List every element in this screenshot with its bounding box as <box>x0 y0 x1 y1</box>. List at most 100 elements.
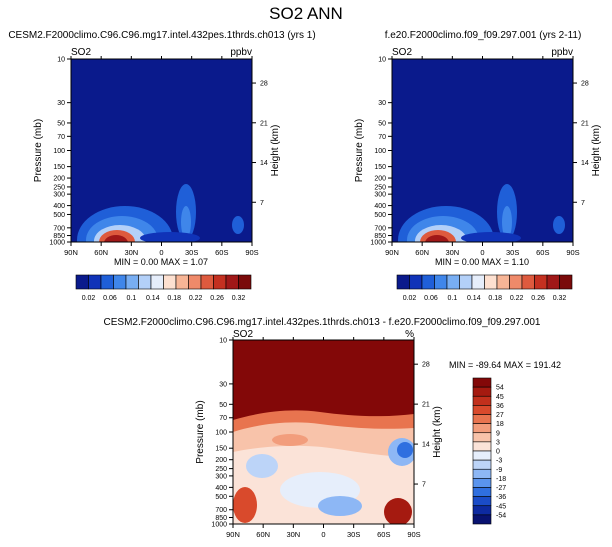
y-tick-label: 50 <box>57 120 65 127</box>
colorbar-swatch <box>472 468 492 479</box>
colorbar-swatch <box>471 274 485 290</box>
y-tick-label: 700 <box>215 507 227 514</box>
y-tick-label: 200 <box>215 457 227 464</box>
x-tick-label: 30N <box>445 248 459 257</box>
y-tick-label: 30 <box>57 100 65 107</box>
colorbar-swatch <box>472 514 492 525</box>
y2-axis-label: Height (km) <box>270 125 281 177</box>
y2-tick-label: 21 <box>422 402 430 409</box>
panel-test-axes: 90N 60N 30N 0 30S 60S 90S 10 30 50 70 100 150 2002503… <box>33 56 281 257</box>
y-tick-label: 850 <box>374 233 386 240</box>
y-tick-label: 1000 <box>370 240 386 247</box>
y-tick-label: 10 <box>378 57 386 64</box>
colorbar-label: 0.06 <box>424 295 438 302</box>
colorbar-swatch <box>396 274 410 290</box>
y-tick-label: 1000 <box>49 240 65 247</box>
y-tick-label: 10 <box>219 338 227 345</box>
colorbar-label: 0.26 <box>531 295 545 302</box>
y-axis-label: Pressure (mb) <box>195 400 206 463</box>
y2-tick-label: 14 <box>422 442 430 449</box>
colorbar-label: 0.06 <box>103 295 117 302</box>
colorbar-label: 0.1 <box>126 295 136 302</box>
colorbar-swatch <box>472 487 492 497</box>
panel-test-plume-s <box>232 216 244 234</box>
y-axis-label: Pressure (mb) <box>33 119 44 182</box>
colorbar-label: 3 <box>496 439 500 446</box>
colorbar-swatch <box>213 274 227 290</box>
y2-tick-label: 14 <box>581 160 589 167</box>
panel-control-contour-l5 <box>425 235 449 242</box>
colorbar-label: 45 <box>496 394 504 401</box>
panel-control-var-label: SO2 <box>392 47 412 58</box>
y2-axis-label: Height (km) <box>591 125 602 177</box>
x-tick-label: 0 <box>321 530 325 539</box>
colorbar-swatch <box>188 274 202 290</box>
colorbar-swatch <box>421 274 435 290</box>
x-tick-label: 30N <box>124 248 138 257</box>
colorbar-swatch <box>472 395 492 406</box>
colorbar-label: 54 <box>496 385 504 392</box>
panel-difference-colorbar: 54 45 36 27 18 9 3 0 -3 -9 -18 -27 -36 -45 -54 <box>472 377 506 525</box>
colorbar-swatch <box>472 450 492 461</box>
colorbar-label: 0 <box>496 449 500 456</box>
y-tick-label: 50 <box>378 120 386 127</box>
colorbar-swatch <box>200 274 214 290</box>
panel-control-plume-core <box>502 206 512 238</box>
colorbar-label: 0.26 <box>210 295 224 302</box>
colorbar-swatch <box>484 274 498 290</box>
x-tick-label: 60N <box>415 248 429 257</box>
panel-difference-red-cell-3 <box>272 434 308 446</box>
y-tick-label: 300 <box>53 192 65 199</box>
colorbar-swatch <box>496 274 510 290</box>
colorbar-swatch <box>509 274 523 290</box>
panel-difference-blue-cell-2 <box>397 442 413 458</box>
y-tick-label: 150 <box>53 164 65 171</box>
colorbar-label: 0.02 <box>82 295 96 302</box>
colorbar-label: -36 <box>496 494 506 501</box>
panel-difference-red-cell-2 <box>384 498 412 524</box>
colorbar-swatch <box>472 386 492 397</box>
panel-test-contour-l5 <box>104 235 128 242</box>
panel-test-var-label: SO2 <box>71 47 91 58</box>
y-tick-label: 10 <box>57 57 65 64</box>
panel-control-colorbar: 0.02 0.06 0.1 0.14 0.18 0.22 0.26 0.32 <box>396 274 573 302</box>
y-tick-label: 500 <box>53 212 65 219</box>
colorbar-swatch <box>472 496 492 507</box>
colorbar-swatch <box>225 274 239 290</box>
y-tick-label: 400 <box>215 485 227 492</box>
x-tick-label: 30S <box>347 530 360 539</box>
panel-control-stats: MIN = 0.00 MAX = 1.10 <box>435 257 529 267</box>
y2-tick-label: 7 <box>422 482 426 489</box>
y-tick-label: 300 <box>215 473 227 480</box>
panel-control-plume-s <box>553 216 565 234</box>
panel-control-near-surface <box>461 232 521 242</box>
y-tick-label: 70 <box>378 134 386 141</box>
y-tick-label: 200 <box>53 176 65 183</box>
x-tick-label: 60S <box>215 248 228 257</box>
x-tick-label: 90N <box>385 248 399 257</box>
colorbar-swatch <box>472 405 492 415</box>
panel-test-colorbar: 0.02 0.06 0.1 0.14 0.18 0.22 0.26 0.32 <box>75 274 252 302</box>
colorbar-label: -54 <box>496 512 506 519</box>
x-tick-label: 90N <box>64 248 78 257</box>
y2-tick-label: 7 <box>581 200 585 207</box>
colorbar-label: 0.32 <box>232 295 246 302</box>
y-tick-label: 500 <box>215 494 227 501</box>
colorbar-swatch <box>150 274 164 290</box>
colorbar-label: -27 <box>496 485 506 492</box>
x-tick-label: 90S <box>566 248 579 257</box>
y-tick-label: 400 <box>53 203 65 210</box>
colorbar-label: -3 <box>496 458 502 465</box>
x-tick-label: 90S <box>407 530 420 539</box>
panel-control: f.e20.F2000climo.f09_f09.297.001 (yrs 2-… <box>354 30 602 302</box>
panel-control-units: ppbv <box>551 47 573 58</box>
panel-difference-red-cell-1 <box>233 487 257 523</box>
colorbar-label: -45 <box>496 503 506 510</box>
y-tick-label: 500 <box>374 212 386 219</box>
panel-difference-title: CESM2.F2000climo.C96.C96.mg17.intel.432p… <box>104 317 541 328</box>
colorbar-swatch <box>88 274 102 290</box>
x-tick-label: 60S <box>536 248 549 257</box>
colorbar-swatch <box>472 505 492 516</box>
y-tick-label: 250 <box>374 184 386 191</box>
